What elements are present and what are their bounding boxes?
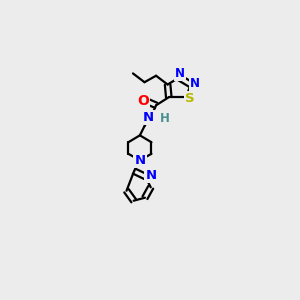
Text: N: N: [190, 77, 200, 90]
Text: H: H: [160, 112, 170, 125]
Text: N: N: [146, 169, 157, 182]
Text: O: O: [137, 94, 149, 108]
Text: N: N: [143, 111, 154, 124]
Text: N: N: [134, 154, 146, 167]
Text: N: N: [175, 67, 185, 80]
Text: S: S: [185, 92, 195, 105]
